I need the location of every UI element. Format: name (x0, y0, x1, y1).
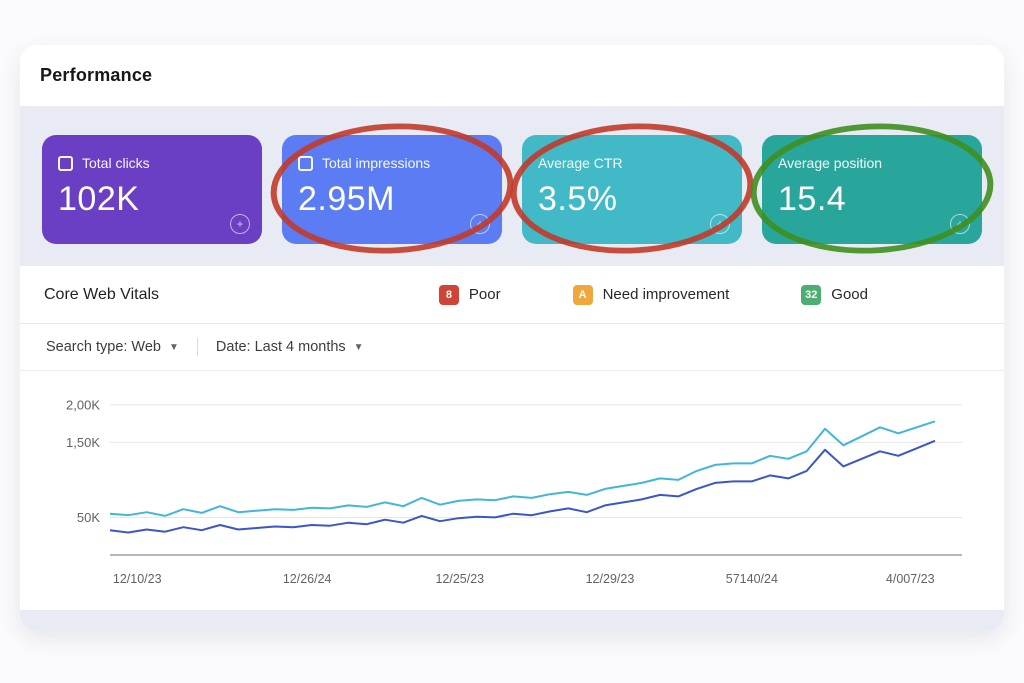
legend-item-need-improvement: A Need improvement (572, 284, 730, 305)
core-web-vitals-title: Core Web Vitals (44, 285, 160, 303)
expand-circle-icon[interactable]: + (950, 214, 970, 234)
performance-line-chart: 2,00K 1,50K 50K 12/10/23 12/26/24 12/25/23 12/… (66, 397, 962, 586)
filter-divider (196, 338, 198, 356)
metric-card-label-row: Average position (778, 155, 966, 171)
y-axis-label: 2,00K (66, 397, 100, 412)
y-axis-label: 1,50K (66, 435, 100, 450)
metric-card-average-position[interactable]: Average position 15.4 + (750, 123, 994, 254)
metric-card-label: Average position (778, 155, 883, 171)
core-web-vitals-row: Core Web Vitals 8 Poor A Need improvement 32… (20, 266, 1004, 324)
y-axis-label: 50K (77, 510, 100, 525)
page-title: Performance (40, 65, 153, 85)
metric-card-value: 15.4 (778, 180, 847, 218)
filter-date[interactable]: Date: Last 4 months ▼ (216, 339, 364, 355)
legend-label: Poor (468, 286, 501, 303)
metric-card-label-row: Average CTR (538, 155, 726, 171)
metric-card-label: Total clicks (82, 155, 150, 171)
metric-card-label: Total impressions (322, 155, 431, 171)
expand-circle-icon[interactable]: + (470, 214, 490, 234)
blue-line (109, 439, 936, 534)
chevron-down-icon: ▼ (169, 341, 179, 353)
legend-badge-good: 32 (801, 284, 822, 305)
core-web-vitals-legend: 8 Poor A Need improvement 32 Good (438, 284, 868, 305)
metric-card-value: 2.95M (298, 180, 395, 218)
chevron-down-icon: ▼ (353, 341, 364, 353)
teal-line (109, 420, 936, 517)
x-axis-label: 4/007/23 (886, 572, 935, 586)
legend-badge-need-improvement: A (572, 284, 593, 305)
performance-chart-section: 2,00K 1,50K 50K 12/10/23 12/26/24 12/25/23 12/… (20, 371, 1004, 610)
x-axis-label: 12/10/23 (113, 572, 162, 586)
legend-item-poor: 8 Poor (438, 284, 501, 305)
metric-card-average-ctr[interactable]: Average CTR 3.5% + (510, 123, 754, 254)
filter-search-type[interactable]: Search type: Web ▼ (46, 339, 179, 355)
checkbox-icon[interactable] (298, 155, 313, 171)
expand-circle-icon[interactable]: + (230, 214, 250, 234)
panel-header: Performance (20, 45, 1004, 107)
metric-cards-row: Total clicks 102K + Total impressions 2.95M +… (20, 107, 1004, 266)
metric-card-label: Average CTR (538, 155, 623, 171)
legend-badge-poor: 8 (438, 284, 459, 305)
expand-circle-icon[interactable]: + (710, 214, 730, 234)
legend-label: Good (831, 286, 868, 303)
filter-label: Search type: Web (46, 339, 161, 355)
x-axis-label: 12/29/23 (586, 572, 635, 586)
filter-label: Date: Last 4 months (215, 339, 346, 355)
metric-card-label-row: Total impressions (298, 155, 486, 171)
metric-card-value: 102K (58, 180, 140, 218)
x-axis-label: 57140/24 (726, 572, 778, 586)
metric-card-total-clicks[interactable]: Total clicks 102K + (42, 135, 262, 244)
x-axis-label: 12/26/24 (283, 572, 332, 586)
legend-item-good: 32 Good (801, 284, 868, 305)
legend-label: Need improvement (602, 286, 730, 303)
metric-card-label-row: Total clicks (58, 155, 246, 171)
metric-card-value: 3.5% (538, 180, 618, 218)
performance-panel: Performance Total clicks 102K + Total impre… (20, 45, 1004, 630)
x-axis-label: 12/25/23 (435, 572, 484, 586)
filter-bar: Search type: Web ▼ Date: Last 4 months ▼ (20, 324, 1004, 371)
metric-card-total-impressions[interactable]: Total impressions 2.95M + (270, 123, 514, 254)
checkbox-icon[interactable] (58, 155, 73, 171)
